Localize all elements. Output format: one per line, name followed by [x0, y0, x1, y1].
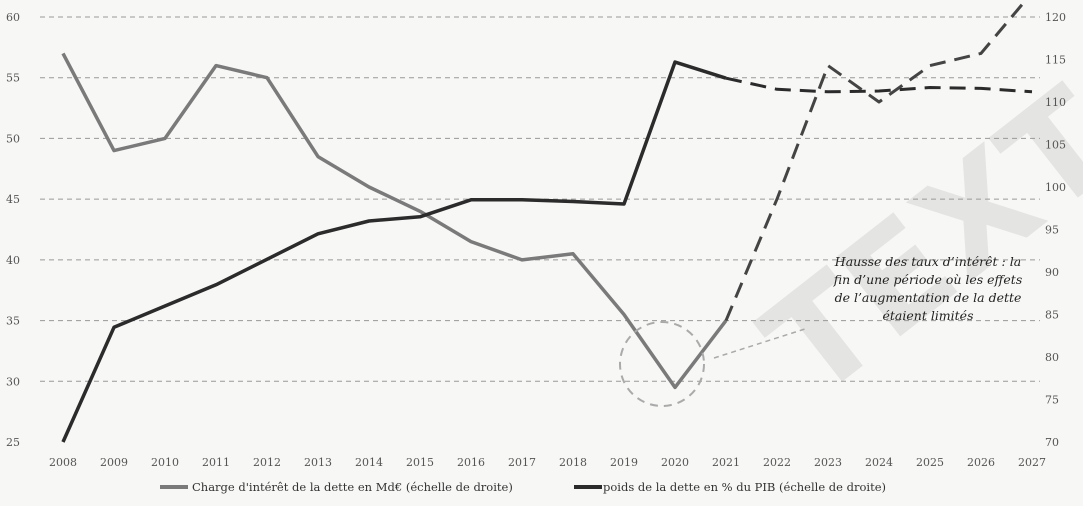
- left-tick-label: 50: [6, 132, 20, 145]
- right-tick-label: 80: [1045, 351, 1059, 364]
- right-tick-label: 95: [1045, 224, 1059, 237]
- left-tick-label: 35: [6, 315, 20, 328]
- x-tick-label: 2023: [814, 456, 842, 469]
- watermark: TEXT: [735, 59, 1083, 430]
- x-tick-label: 2010: [151, 456, 179, 469]
- annotation-line-4: étaient limités: [883, 308, 974, 323]
- x-tick-label: 2015: [406, 456, 434, 469]
- annotation-line-2: fin d’une période où les effets: [833, 272, 1023, 287]
- left-tick-label: 60: [6, 11, 20, 24]
- x-tick-label: 2025: [916, 456, 944, 469]
- series-line-2: [61, 60, 727, 443]
- x-tick-label: 2008: [49, 456, 77, 469]
- series-line-3: [725, 76, 1033, 94]
- right-tick-label: 110: [1045, 96, 1066, 109]
- x-tick-label: 2019: [610, 456, 638, 469]
- left-tick-label: 45: [6, 193, 20, 206]
- x-tick-label: 2016: [457, 456, 485, 469]
- x-tick-label: 2011: [202, 456, 230, 469]
- annotation-connector: [713, 327, 809, 359]
- left-tick-label: 25: [6, 436, 20, 449]
- series-layer: [61, 0, 1033, 443]
- annotation: Hausse des taux d’intérêt : la fin d’une…: [833, 254, 1023, 323]
- right-tick-label: 90: [1045, 266, 1059, 279]
- x-tick-label: 2017: [508, 456, 536, 469]
- legend-label-interest: Charge d'intérêt de la dette en Md€ (éch…: [192, 480, 513, 494]
- x-tick-label: 2018: [559, 456, 587, 469]
- right-tick-label: 115: [1045, 54, 1066, 67]
- series-line-1: [724, 0, 1028, 322]
- right-tick-label: 100: [1045, 181, 1066, 194]
- left-tick-label: 30: [6, 375, 20, 388]
- annotation-line-3: de l’augmentation de la dette: [835, 290, 1022, 305]
- legend: Charge d'intérêt de la dette en Md€ (éch…: [160, 480, 886, 494]
- right-tick-label: 85: [1045, 309, 1059, 322]
- right-tick-label: 105: [1045, 139, 1066, 152]
- legend-label-debt: poids de la dette en % du PIB (échelle d…: [603, 480, 886, 494]
- right-tick-label: 120: [1045, 11, 1066, 24]
- right-axis-ticks: 70 75 80 85 90 95 100 105 110 115 120: [1045, 11, 1066, 449]
- highlight-circle: [619, 321, 705, 407]
- series-line-0: [61, 52, 728, 390]
- x-tick-label: 2009: [100, 456, 128, 469]
- x-axis-ticks: 2008 2009 2010 2011 2012 2013 2014 2015 2016 2017…: [49, 456, 1046, 469]
- left-axis-ticks: 25 30 35 40 45 50 55 60: [6, 11, 20, 449]
- x-tick-label: 2022: [763, 456, 791, 469]
- x-tick-label: 2013: [304, 456, 332, 469]
- x-tick-label: 2012: [253, 456, 281, 469]
- x-tick-label: 2024: [865, 456, 893, 469]
- x-tick-label: 2026: [967, 456, 995, 469]
- x-tick-label: 2014: [355, 456, 383, 469]
- right-tick-label: 75: [1045, 394, 1059, 407]
- x-tick-label: 2020: [661, 456, 689, 469]
- x-tick-label: 2027: [1018, 456, 1046, 469]
- x-tick-label: 2021: [712, 456, 740, 469]
- right-tick-label: 70: [1045, 436, 1059, 449]
- left-tick-label: 55: [6, 72, 20, 85]
- annotation-line-1: Hausse des taux d’intérêt : la: [834, 254, 1021, 269]
- left-tick-label: 40: [6, 254, 20, 267]
